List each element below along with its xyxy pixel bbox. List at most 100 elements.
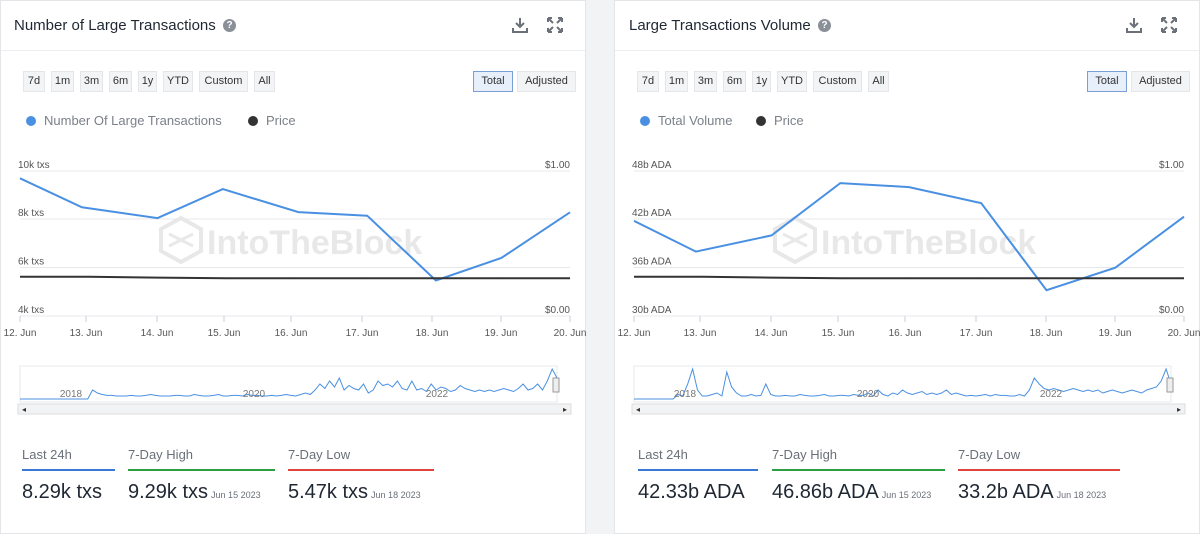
navigator-frame (633, 365, 1172, 403)
y-right-tick-label: $1.00 (1159, 160, 1184, 171)
card-title: Number of Large Transactions (14, 17, 216, 34)
stat-value: 42.33b ADA (638, 481, 758, 504)
scrollbar[interactable] (17, 403, 572, 415)
stat-value: 8.29k txs (22, 481, 115, 504)
stat-underline (22, 469, 115, 471)
navigator-year-label: 2018 (60, 389, 83, 400)
price-point (87, 275, 90, 278)
scroll-right-icon[interactable]: ▸ (563, 405, 567, 414)
price-point (770, 276, 773, 279)
y-right-tick-label: $0.00 (545, 305, 570, 316)
range-button-all[interactable]: All (254, 71, 275, 92)
legend-price[interactable]: Price (756, 113, 804, 129)
navigator-year-label: 2022 (1040, 389, 1063, 400)
y-left-tick-label: 48b ADA (632, 160, 672, 171)
price-point (701, 275, 704, 278)
x-tick-label: 17. Jun (960, 328, 993, 339)
stat-number: 9.29k txs (128, 481, 209, 503)
download-icon[interactable] (511, 16, 529, 34)
fullscreen-icon[interactable] (1160, 16, 1178, 34)
help-icon[interactable]: ? (818, 19, 831, 32)
stat-date: Jun 15 2023 (211, 490, 261, 500)
range-button-3m[interactable]: 3m (694, 71, 717, 92)
y-left-tick-label: 36b ADA (632, 257, 672, 268)
price-point (839, 277, 842, 280)
stat-tabs: Last 24h 42.33b ADA 7-Day High 46.86b ADA Ju… (615, 447, 1200, 527)
range-button-ytd[interactable]: YTD (777, 71, 807, 92)
price-line (634, 275, 1184, 280)
legend-series[interactable]: Number Of Large Transactions (26, 113, 222, 129)
series-point (156, 217, 159, 220)
legend-dot-icon (640, 116, 650, 126)
stat-value: 46.86b ADA Jun 15 2023 (772, 481, 945, 504)
x-tick-label: 13. Jun (684, 328, 717, 339)
series-point (908, 186, 911, 189)
range-button-1m[interactable]: 1m (665, 71, 688, 92)
stat-underline (128, 469, 275, 471)
download-icon[interactable] (1125, 16, 1143, 34)
x-tick-label: 18. Jun (1030, 328, 1063, 339)
navigator-year-label: 2018 (674, 389, 697, 400)
navigator-handle[interactable] (552, 377, 560, 393)
scroll-left-icon[interactable]: ◂ (22, 405, 26, 414)
range-button-3m[interactable]: 3m (80, 71, 103, 92)
range-button-custom[interactable]: Custom (813, 71, 862, 92)
range-button-7d[interactable]: 7d (637, 71, 659, 92)
price-point (431, 277, 434, 280)
navigator[interactable]: 2018 2020 2022 ◂ ▸ (631, 365, 1186, 415)
mode-button-total[interactable]: Total (473, 71, 513, 92)
x-tick-label: 15. Jun (208, 328, 241, 339)
range-button-6m[interactable]: 6m (109, 71, 132, 92)
price-point (908, 277, 911, 280)
mode-button-adjusted[interactable]: Adjusted (517, 71, 576, 92)
price-point (362, 277, 365, 280)
stat-value: 33.2b ADA Jun 18 2023 (958, 481, 1120, 504)
stat-tab[interactable]: 7-Day High 46.86b ADA Jun 15 2023 (772, 447, 945, 504)
y-left-tick-label: 4k txs (18, 305, 44, 316)
stat-tab[interactable]: 7-Day Low 5.47k txs Jun 18 2023 (288, 447, 434, 504)
fullscreen-icon[interactable] (546, 16, 564, 34)
mode-button-adjusted[interactable]: Adjusted (1131, 71, 1190, 92)
price-point (225, 277, 228, 280)
stat-number: 8.29k txs (22, 481, 103, 503)
price-point (1114, 277, 1117, 280)
watermark-logo: IntoTheBlock (159, 215, 422, 265)
y-left-tick-label: 42b ADA (632, 208, 672, 219)
navigator[interactable]: 2018 2020 2022 ◂ ▸ (17, 365, 572, 415)
range-button-1y[interactable]: 1y (138, 71, 157, 92)
scroll-left-icon[interactable]: ◂ (636, 405, 640, 414)
price-line (20, 275, 570, 280)
stat-date: Jun 18 2023 (1056, 490, 1107, 500)
stat-tab[interactable]: 7-Day Low 33.2b ADA Jun 18 2023 (958, 447, 1120, 504)
help-icon[interactable]: ? (223, 19, 236, 32)
stat-tab[interactable]: Last 24h 8.29k txs (22, 447, 115, 504)
mode-button-total[interactable]: Total (1087, 71, 1127, 92)
legend-series[interactable]: Total Volume (640, 113, 732, 129)
series-point (1183, 215, 1186, 218)
range-button-7d[interactable]: 7d (23, 71, 45, 92)
stat-label: 7-Day Low (958, 447, 1021, 462)
series-point (221, 188, 224, 191)
stat-tab[interactable]: 7-Day High 9.29k txs Jun 15 2023 (128, 447, 275, 504)
scrollbar[interactable] (631, 403, 1186, 415)
range-button-custom[interactable]: Custom (199, 71, 248, 92)
stat-number: 46.86b ADA (772, 481, 879, 503)
range-button-all[interactable]: All (868, 71, 889, 92)
x-tick-label: 14. Jun (141, 328, 174, 339)
stat-underline (958, 469, 1120, 471)
scroll-right-icon[interactable]: ▸ (1177, 405, 1181, 414)
legend-label: Total Volume (658, 113, 733, 128)
series-point (19, 177, 22, 180)
range-button-ytd[interactable]: YTD (163, 71, 193, 92)
x-tick-label: 12. Jun (618, 328, 651, 339)
range-button-1m[interactable]: 1m (51, 71, 74, 92)
series-point (694, 250, 697, 253)
range-button-1y[interactable]: 1y (752, 71, 771, 92)
legend-price[interactable]: Price (248, 113, 296, 129)
range-button-6m[interactable]: 6m (723, 71, 746, 92)
line-chart: IntoTheBlock 10k txs 8k txs 6k txs 4k txs $1.… (4, 160, 586, 415)
series-point (980, 202, 983, 205)
legend-dot-icon (756, 116, 766, 126)
navigator-handle[interactable] (1166, 377, 1174, 393)
stat-tab[interactable]: Last 24h 42.33b ADA (638, 447, 758, 504)
